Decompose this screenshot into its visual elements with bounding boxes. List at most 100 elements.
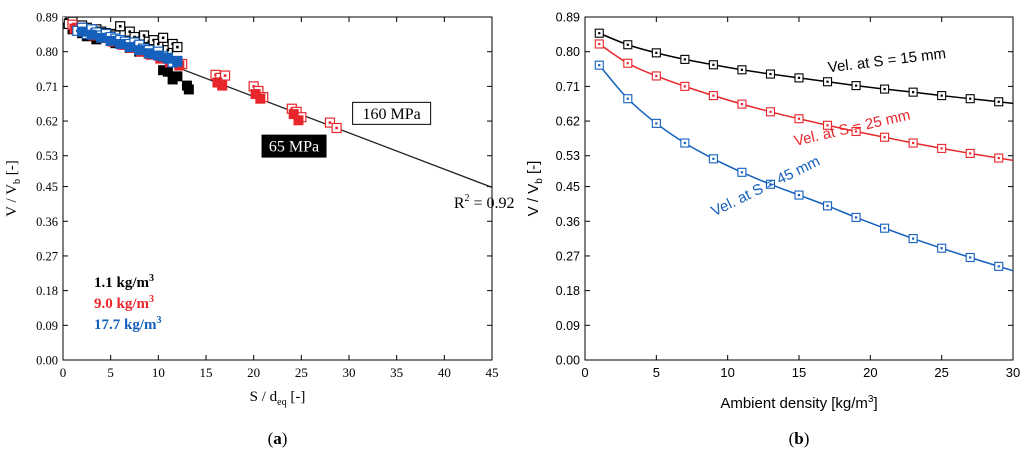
series-line [598,64,1013,272]
data-point-center [997,156,1000,160]
y-tick-label: 0.27 [556,249,580,263]
data-point-center [969,256,972,259]
data-point-center [997,100,1000,103]
data-point-center [683,85,686,88]
data-point-center [912,237,915,240]
x-tick-label: 0 [60,365,67,380]
y-tick-label: 0.09 [36,319,58,333]
data-point-filled [86,29,97,40]
annotation-label: 65 MPa [269,139,319,156]
annotation-label: 160 MPa [363,106,421,123]
r-squared-label: R2 = 0.92 [454,193,515,212]
x-tick-label: 10 [152,365,165,380]
y-tick-label: 0.45 [36,180,58,194]
data-point-center [969,152,972,155]
y-tick-label: 0.89 [556,11,580,25]
y-axis-label: V / Vb [-] [525,161,545,217]
data-point-center [797,117,801,120]
data-point-center [883,136,886,139]
data-point-center [826,124,829,127]
y-tick-label: 0.80 [36,45,58,59]
x-tick-label: 10 [720,365,734,380]
data-point-center [769,72,772,76]
series-line [598,43,1013,162]
series-label: Vel. at S = 25 mm [792,107,912,150]
y-tick-label: 0.45 [556,180,580,194]
data-point-filled [153,50,164,61]
data-point-center [161,36,165,40]
data-point-center [598,64,601,67]
data-point-filled [162,53,173,64]
x-tick-label: 30 [343,365,356,380]
data-point-center [118,24,122,28]
data-point-center [940,247,943,250]
data-point-center [223,74,227,77]
data-point-center [142,34,146,37]
x-tick-label: 20 [247,365,260,380]
data-point-filled [172,56,183,67]
data-point-center [826,80,829,83]
panel-label: (a) [268,429,288,448]
data-point-center [626,62,629,65]
annotation-box [352,101,432,125]
data-point-center [997,265,1000,268]
annotation-box [261,134,327,158]
data-point-center [626,43,629,46]
data-point-filled [217,80,228,91]
data-point-filled [293,115,304,126]
data-point-filled [77,26,88,37]
series-label: Vel. at S = 45 mm [709,153,823,220]
data-point-center [940,94,943,97]
y-tick-label: 0.80 [556,45,580,59]
panel-b: 0 5 10 15 20 25 30 0.00 0.09 0.18 0.27 0.36 0.45 0.53… [525,11,1020,449]
plot-frame [584,16,1014,361]
x-tick-label: 40 [438,365,451,380]
y-axis-label: V / Vb [-] [4,160,23,217]
data-point-center [912,141,915,145]
data-point-center [655,51,658,54]
data-point-filled [105,35,116,46]
y-tick-label: 0.53 [36,149,58,163]
y-tick-label: 0.00 [36,354,58,368]
data-point-filled [143,48,154,59]
data-point-filled [183,84,194,95]
y-tick-label: 0.09 [556,319,580,333]
data-point-filled [124,42,135,53]
y-tick-label: 0.71 [36,80,58,94]
panel-a: 0 5 10 15 20 25 30 35 40 45 0.00 0.09 0.18 0.27 0.36 0.… [4,11,515,449]
data-point-center [598,42,601,46]
data-point-center [940,147,943,150]
y-tick-label: 0.36 [556,215,580,229]
data-point-center [157,42,160,46]
data-point-center [328,121,332,124]
y-tick-label: 0.62 [556,115,580,129]
data-point-filled [96,32,107,43]
series-1 [594,28,1013,107]
x-tick-label: 25 [934,365,948,380]
x-tick-label: 35 [390,365,403,380]
y-tick-label: 0.27 [36,249,58,263]
x-tick-label: 15 [200,365,213,380]
data-point-center [797,76,801,79]
data-point-center [969,97,972,100]
data-point-center [598,32,601,35]
data-point-center [626,97,629,100]
data-point-center [712,157,715,160]
data-point-center [769,110,772,113]
data-point-center [128,30,132,33]
data-point-center [176,45,179,49]
data-point-center [769,183,772,186]
data-point-center [883,227,886,230]
data-point-center [655,122,658,125]
plot-area [63,17,492,188]
y-tick-label: 0.71 [556,80,580,94]
x-tick-label: 0 [581,365,588,380]
x-axis-label: S / deq [-] [250,389,306,408]
data-point-center [683,141,686,145]
y-tick-label: 0.00 [556,354,580,368]
x-tick-label: 45 [486,365,499,380]
data-point-center [655,74,658,78]
y-tick-label: 0.62 [36,115,58,129]
data-point-center [64,17,68,20]
